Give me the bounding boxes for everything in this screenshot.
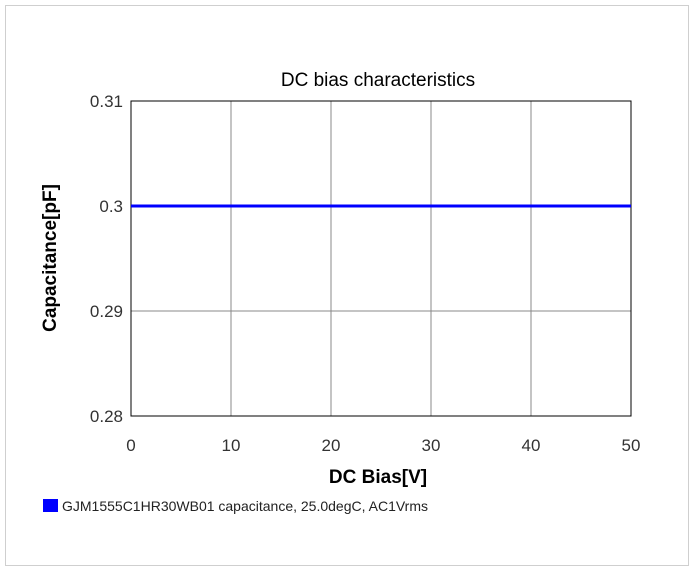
x-axis-ticks: 0 10 20 30 40 50 bbox=[126, 436, 640, 455]
x-tick-label: 40 bbox=[522, 436, 541, 455]
legend-swatch bbox=[43, 499, 58, 512]
y-tick-label: 0.31 bbox=[90, 92, 123, 111]
legend-label: GJM1555C1HR30WB01 capacitance, 25.0degC,… bbox=[62, 498, 428, 514]
x-tick-label: 50 bbox=[622, 436, 641, 455]
x-tick-label: 20 bbox=[322, 436, 341, 455]
plot-area bbox=[130, 100, 632, 417]
y-axis-title: Capacitance[pF] bbox=[40, 184, 61, 332]
y-tick-label: 0.29 bbox=[90, 302, 123, 321]
x-axis-title: DC Bias[V] bbox=[329, 467, 427, 488]
x-tick-label: 10 bbox=[222, 436, 241, 455]
x-tick-label: 0 bbox=[126, 436, 135, 455]
grid bbox=[131, 101, 631, 416]
y-axis-ticks: 0.28 0.29 0.3 0.31 bbox=[90, 92, 123, 426]
legend: GJM1555C1HR30WB01 capacitance, 25.0degC,… bbox=[43, 498, 428, 514]
y-tick-label: 0.28 bbox=[90, 407, 123, 426]
chart-frame: DC bias characteristics 0 10 20 30 40 50 0.28… bbox=[5, 5, 689, 566]
x-tick-label: 30 bbox=[422, 436, 441, 455]
chart-title: DC bias characteristics bbox=[281, 70, 475, 91]
chart: DC bias characteristics 0 10 20 30 40 50 0.28… bbox=[40, 70, 640, 514]
y-tick-label: 0.3 bbox=[99, 197, 123, 216]
